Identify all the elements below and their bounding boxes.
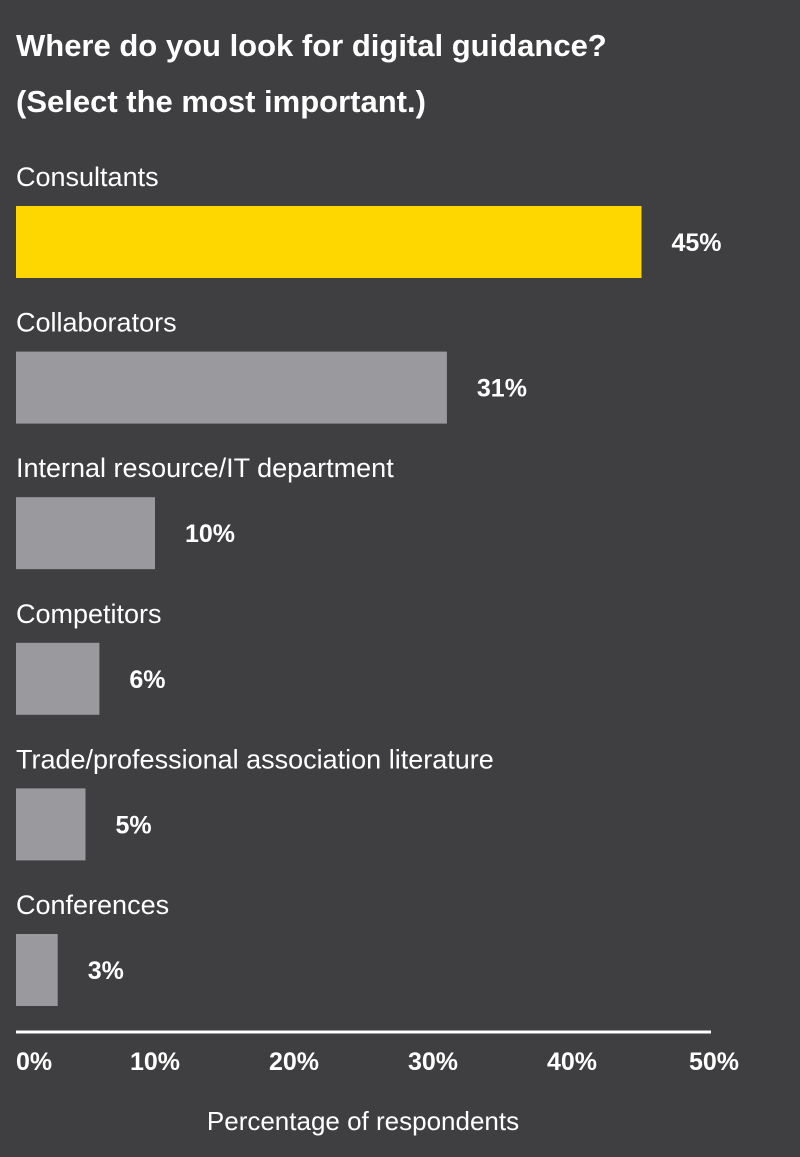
x-tick-label: 30%: [408, 1048, 458, 1076]
bar: [16, 206, 642, 278]
chart-title-line-2: (Select the most important.): [16, 84, 426, 119]
chart-title: Where do you look for digital guidance? …: [16, 18, 786, 130]
chart-title-line-1: Where do you look for digital guidance?: [16, 28, 607, 63]
bar: [16, 934, 58, 1006]
bar: [16, 788, 86, 861]
x-tick-label: 20%: [269, 1048, 319, 1076]
category-label: Collaborators: [16, 308, 177, 338]
category-label: Conferences: [16, 890, 169, 920]
value-label: 6%: [129, 666, 165, 694]
bar: [16, 351, 447, 424]
category-label: Consultants: [16, 162, 159, 192]
category-label: Competitors: [16, 599, 162, 629]
x-tick-label: 0%: [16, 1048, 52, 1076]
value-label: 10%: [185, 520, 235, 548]
x-tick-label: 40%: [547, 1048, 597, 1076]
category-label: Trade/professional association literatur…: [16, 744, 494, 774]
x-tick-label: 10%: [130, 1048, 180, 1076]
value-label: 45%: [672, 229, 722, 257]
bar: [16, 642, 100, 715]
value-label: 3%: [88, 957, 124, 985]
bar: [16, 497, 155, 570]
x-axis-title: Percentage of respondents: [207, 1106, 519, 1136]
value-label: 31%: [477, 375, 527, 403]
category-label: Internal resource/IT department: [16, 453, 394, 483]
x-tick-label: 50%: [689, 1048, 739, 1076]
value-label: 5%: [116, 811, 152, 839]
